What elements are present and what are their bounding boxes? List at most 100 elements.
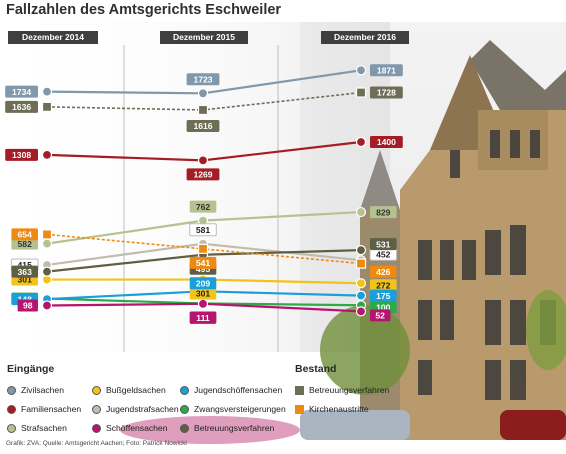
data-label-familiensachen-circle-1: 1269: [186, 168, 220, 181]
data-label-betreuungsverfahren-square-1: 1616: [186, 119, 220, 132]
data-point-betreuungsverfahren-square-2: [355, 87, 367, 98]
svg-text:1269: 1269: [193, 170, 212, 180]
data-label-zivilsachen-circle-0: 1734: [5, 85, 38, 98]
svg-text:1734: 1734: [12, 87, 31, 97]
data-point-jugendschoeffensachen-circle-2: [355, 290, 367, 301]
legend-swatch-bussgeldsachen: [92, 385, 101, 395]
data-label-betreuungsverfahren-square-0: 1636: [5, 100, 38, 113]
legend-label-bestand-kirchenaustritte: Kirchenaustritte: [309, 404, 369, 414]
legend-swatch-schoeffensachen: [92, 423, 101, 433]
data-label-strafsachen-circle-0: 582: [11, 237, 38, 250]
data-point-familiensachen-circle-0: [41, 149, 53, 160]
svg-text:52: 52: [375, 311, 385, 321]
svg-text:209: 209: [196, 278, 211, 288]
svg-text:301: 301: [18, 275, 33, 285]
svg-text:1723: 1723: [193, 75, 212, 85]
background-photo: [0, 22, 566, 444]
data-label-betreuungsverfahren-square-2: 1728: [370, 86, 403, 99]
legend-swatch-bestand-betreuungsverfahren: [295, 385, 304, 395]
data-point-schoeffensachen-circle-2: [355, 306, 367, 317]
svg-text:452: 452: [376, 249, 391, 259]
data-point-bussgeldsachen-circle-2: [355, 278, 367, 289]
legend-item-jugendschoeffensachen: Jugendschöffensachen: [180, 385, 282, 395]
data-label-familiensachen-circle-2: 1400: [370, 136, 403, 148]
data-label-kirchenaustritte-square-0: 654: [11, 228, 38, 241]
label-layer: 1734172318711308126914005827628293013012…: [5, 64, 403, 324]
column-header-2015: Dezember 2015: [160, 31, 248, 44]
data-label-zivilsachen-circle-2: 1871: [370, 64, 403, 77]
data-label-jugendschoeffensachen-circle-1: 209: [189, 277, 217, 290]
svg-text:98: 98: [23, 301, 33, 311]
legend-label-jugendstrafsachen: Jugendstrafsachen: [106, 404, 179, 414]
legend-item-betreuungsverfahren: Betreuungsverfahren: [180, 423, 274, 433]
svg-text:363: 363: [18, 267, 33, 277]
data-label-betreuungsverfahren-circle-2: 531: [370, 238, 397, 251]
data-point-familiensachen-circle-2: [355, 136, 367, 148]
legend-swatch-zwangsversteigerungen: [180, 404, 189, 414]
data-point-betreuungsverfahren-circle-2: [355, 245, 367, 256]
data-label-familiensachen-circle-0: 1308: [5, 148, 38, 161]
source-credit: Grafik: ZVA; Quelle: Amtsgericht Aachen;…: [6, 440, 187, 447]
svg-text:762: 762: [196, 202, 211, 212]
legend-label-betreuungsverfahren: Betreuungsverfahren: [194, 423, 275, 433]
data-point-schoeffensachen-circle-1: [197, 298, 209, 309]
data-label-jugendstrafsachen-circle-1: 581: [189, 223, 217, 237]
svg-text:100: 100: [376, 302, 391, 312]
legend-item-bestand-betreuungsverfahren: Betreuungsverfahren: [295, 385, 389, 395]
data-label-schoeffensachen-circle-0: 98: [17, 299, 38, 312]
legend-item-schoeffensachen: Schöffensachen: [92, 423, 167, 433]
legend-item-zivilsachen: Zivilsachen: [7, 385, 64, 395]
data-label-betreuungsverfahren-circle-0: 363: [11, 265, 38, 278]
legend-label-zivilsachen: Zivilsachen: [21, 385, 64, 395]
data-point-zivilsachen-circle-1: [197, 88, 209, 99]
page-title: Fallzahlen des Amtsgerichts Eschweiler: [6, 2, 282, 18]
legend-item-zwangsversteigerungen: Zwangsversteigerungen: [180, 404, 286, 414]
svg-text:426: 426: [376, 267, 391, 277]
legend-label-jugendschoeffensachen: Jugendschöffensachen: [194, 385, 283, 395]
data-point-familiensachen-circle-1: [197, 155, 209, 166]
svg-text:581: 581: [196, 225, 211, 235]
data-point-strafsachen-circle-2: [355, 206, 367, 218]
data-label-zivilsachen-circle-1: 1723: [186, 73, 220, 86]
data-point-kirchenaustritte-square-2: [355, 258, 367, 269]
data-point-betreuungsverfahren-square-0: [41, 101, 53, 112]
data-point-betreuungsverfahren-circle-0: [41, 266, 53, 277]
legend-title-bestand: Bestand: [295, 363, 337, 375]
legend-swatch-strafsachen: [7, 423, 16, 433]
legend-item-bussgeldsachen: Bußgeldsachen: [92, 385, 166, 395]
svg-text:582: 582: [18, 239, 33, 249]
svg-text:654: 654: [18, 230, 33, 240]
data-label-strafsachen-circle-2: 829: [370, 206, 397, 219]
svg-text:541: 541: [196, 258, 211, 268]
data-label-bussgeldsachen-circle-2: 272: [370, 279, 397, 292]
legend-label-strafsachen: Strafsachen: [21, 423, 67, 433]
svg-text:829: 829: [376, 207, 391, 217]
legend-swatch-betreuungsverfahren: [180, 423, 189, 433]
svg-text:111: 111: [196, 313, 210, 323]
column-header-2014: Dezember 2014: [8, 31, 98, 44]
legend-item-familiensachen: Familiensachen: [7, 404, 81, 414]
svg-text:1728: 1728: [377, 88, 396, 98]
legend-label-zwangsversteigerungen: Zwangsversteigerungen: [194, 404, 286, 414]
data-label-schoeffensachen-circle-1: 111: [189, 311, 217, 324]
svg-text:1636: 1636: [12, 102, 31, 112]
data-point-zivilsachen-circle-0: [41, 86, 53, 97]
svg-text:301: 301: [196, 289, 211, 299]
data-label-jugendschoeffensachen-circle-2: 175: [370, 289, 397, 302]
svg-text:1400: 1400: [377, 137, 396, 147]
legend-item-jugendstrafsachen: Jugendstrafsachen: [92, 404, 179, 414]
legend-swatch-zivilsachen: [7, 385, 16, 395]
data-label-strafsachen-circle-1: 762: [189, 200, 217, 213]
legend-swatch-bestand-kirchenaustritte: [295, 404, 304, 414]
data-point-betreuungsverfahren-square-1: [197, 104, 209, 116]
data-point-strafsachen-circle-0: [41, 238, 53, 249]
data-label-kirchenaustritte-square-1: 541: [189, 256, 217, 269]
legend-label-familiensachen: Familiensachen: [21, 404, 82, 414]
data-label-bussgeldsachen-circle-1: 301: [189, 287, 217, 300]
legend-swatch-familiensachen: [7, 404, 16, 414]
legend-item-bestand-kirchenaustritte: Kirchenaustritte: [295, 404, 369, 414]
data-point-kirchenaustritte-square-1: [197, 243, 209, 254]
legend-title-eingaenge: Eingänge: [7, 363, 55, 375]
